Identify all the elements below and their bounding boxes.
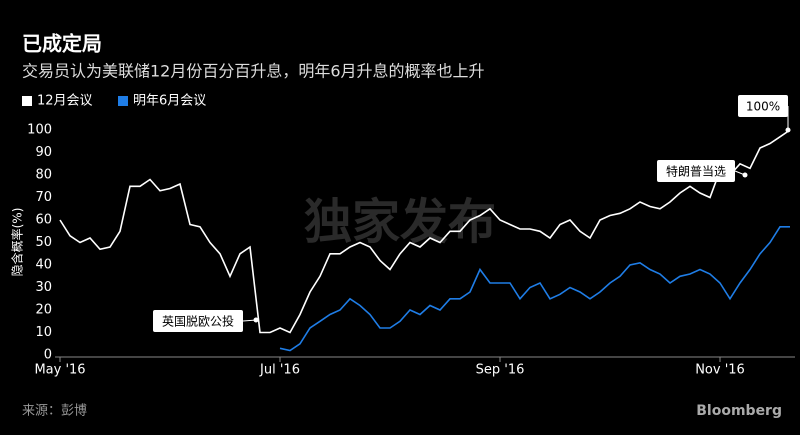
annotation-dot (742, 172, 748, 178)
y-tick-label: 100 (27, 123, 52, 138)
series-line (279, 226, 790, 352)
annotation-dot (253, 317, 259, 323)
x-tick-label: May '16 (34, 363, 85, 378)
y-tick-label: 30 (35, 280, 52, 295)
x-tick-label: Nov '16 (695, 363, 745, 378)
legend-label: 12月会议 (37, 94, 93, 109)
chart-subtitle: 交易员认为美联储12月份百分百升息，明年6月升息的概率也上升 (22, 62, 485, 81)
y-tick-label: 60 (35, 213, 52, 228)
y-tick-label: 10 (35, 325, 52, 340)
x-tick-label: Jul '16 (259, 363, 300, 378)
brand: Bloomberg (696, 403, 782, 419)
annotation-dot (785, 127, 791, 133)
legend-swatch (118, 96, 128, 106)
x-tick-label: Sep '16 (476, 363, 525, 378)
y-tick-label: 40 (35, 258, 52, 273)
y-tick-label: 70 (35, 190, 52, 205)
y-tick-label: 90 (35, 145, 52, 160)
watermark: 独家发布 (304, 194, 496, 250)
annotation: 特朗普当选 (666, 164, 726, 179)
legend-label: 明年6月会议 (133, 94, 206, 109)
y-tick-label: 80 (35, 168, 52, 183)
annotation-box (657, 160, 735, 182)
source: 来源：彭博 (22, 404, 87, 419)
annotation: 100% (746, 100, 780, 114)
annotation-box (738, 95, 788, 117)
chart-title: 已成定局 (22, 32, 102, 56)
y-tick-label: 0 (44, 348, 52, 363)
series-line (59, 129, 791, 334)
annotation-box (153, 310, 243, 332)
y-tick-label: 50 (35, 235, 52, 250)
annotation: 英国脱欧公投 (162, 314, 234, 329)
y-tick-label: 20 (35, 303, 52, 318)
legend-swatch (22, 96, 32, 106)
y-axis-label: 隐含概率(%) (10, 208, 25, 277)
